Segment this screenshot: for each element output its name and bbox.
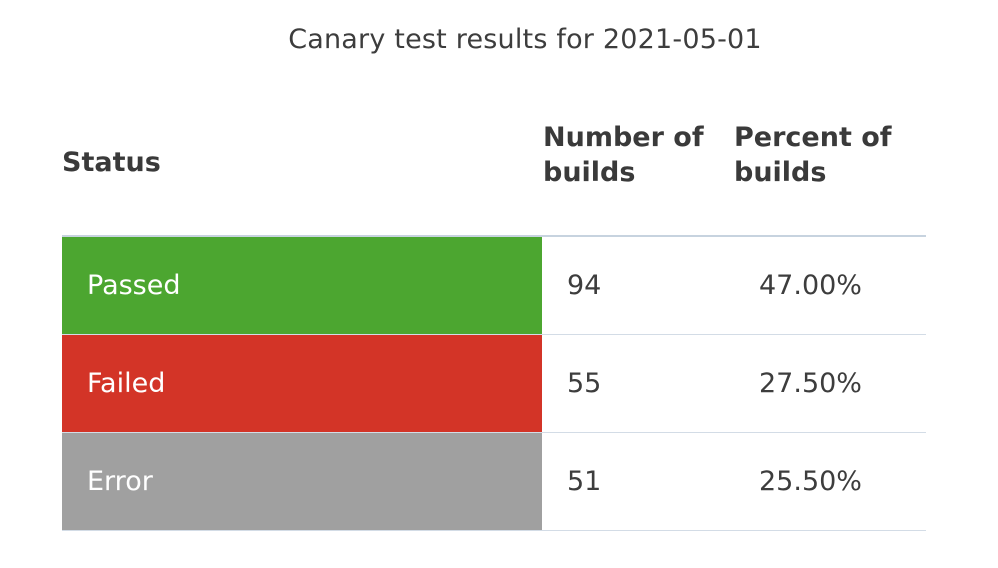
status-label: Error [87, 466, 153, 497]
status-cell-error: Error [62, 433, 542, 530]
header-divider [62, 235, 926, 237]
build-percent: 47.00% [759, 270, 862, 301]
build-count: 55 [567, 368, 602, 399]
header-percent-of-builds: Percent of builds [734, 122, 892, 188]
status-label: Passed [87, 270, 181, 301]
results-table: Status Number of builds Percent of build… [62, 110, 926, 531]
status-cell-failed: Failed [62, 335, 542, 432]
table-row-error: Error 51 25.50% [62, 433, 926, 531]
header-number-of-builds: Number of builds [543, 122, 704, 188]
build-percent: 27.50% [759, 368, 862, 399]
table-row-passed: Passed 94 47.00% [62, 237, 926, 335]
header-status: Status [62, 147, 161, 178]
status-cell-passed: Passed [62, 237, 542, 334]
table-header-row: Status Number of builds Percent of build… [62, 110, 926, 235]
build-count: 94 [567, 270, 602, 301]
build-percent: 25.50% [759, 466, 862, 497]
build-count: 51 [567, 466, 602, 497]
page-title: Canary test results for 2021-05-01 [288, 24, 762, 55]
table-row-failed: Failed 55 27.50% [62, 335, 926, 433]
status-label: Failed [87, 368, 166, 399]
